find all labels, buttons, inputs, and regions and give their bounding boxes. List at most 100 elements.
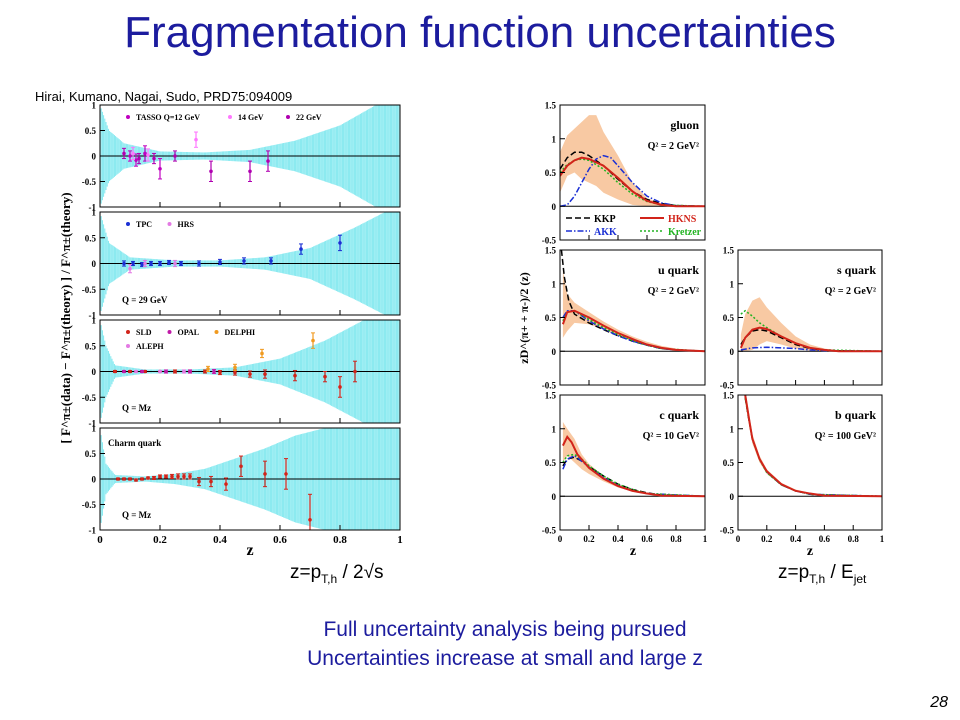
legend-label: Kretzer (668, 227, 702, 238)
data-point (146, 476, 150, 480)
y-tick-label: -0.5 (82, 285, 97, 295)
y-tick-label: 0.5 (545, 458, 557, 468)
data-point (143, 369, 147, 374)
x-tick-label: 0.4 (790, 534, 802, 544)
y-tick-label: 1 (92, 208, 97, 218)
data-point (203, 369, 207, 374)
y-tick-label: 1.5 (545, 391, 557, 401)
y-tick-label: 0 (730, 347, 735, 357)
uncertainty-band (562, 422, 705, 497)
data-point (248, 372, 252, 376)
data-point (149, 261, 153, 266)
x-tick-label: 0.4 (612, 534, 624, 544)
note-line-1: Full uncertainty analysis being pursued (323, 618, 687, 641)
panel-title: s quark (837, 263, 876, 277)
data-point (152, 156, 156, 161)
left-y-axis-label: [ F^π±(data) − F^π±(theory) ] / F^π±(the… (58, 192, 73, 443)
data-point (206, 367, 210, 371)
panel-title: Charm quark (108, 438, 161, 448)
y-tick-label: 0.5 (85, 449, 97, 459)
y-tick-label: 0 (92, 259, 97, 269)
legend-label: TASSO Q=12 GeV (136, 113, 200, 122)
legend-marker (228, 115, 232, 119)
data-point (173, 154, 177, 158)
x-tick-label: 0.6 (273, 534, 287, 546)
data-point (128, 477, 132, 481)
data-point (194, 137, 198, 142)
y-tick-label: 1.5 (545, 246, 557, 256)
curve-hkns (560, 156, 705, 208)
x-tick-label: 0.2 (153, 534, 167, 546)
panel-title: c quark (659, 408, 699, 422)
curve-hkns (744, 395, 882, 498)
x-tick-label: 0.2 (761, 534, 773, 544)
data-point (131, 151, 135, 156)
right-panel-2-plot (560, 250, 705, 353)
legend-marker (286, 115, 290, 119)
panel-q2-label: Q² = 2 GeV² (825, 286, 876, 297)
legend-label: HRS (178, 220, 195, 229)
data-point (179, 261, 183, 266)
data-point (182, 474, 186, 479)
right-x-axis-label-1: z (630, 544, 636, 559)
data-point (140, 369, 144, 374)
right-panel-4-plot (560, 422, 705, 498)
y-tick-label: -0.5 (542, 236, 557, 246)
y-tick-label: 0.5 (85, 341, 97, 351)
data-point (233, 365, 237, 370)
legend-marker (126, 115, 130, 119)
y-tick-label: 0.5 (85, 126, 97, 136)
right-panel-5-plot (738, 395, 882, 498)
y-tick-label: 1 (552, 279, 557, 289)
panel-title: u quark (658, 263, 699, 277)
y-tick-label: 1 (552, 424, 557, 434)
data-point (239, 464, 243, 469)
y-tick-label: 0 (92, 367, 97, 377)
data-point (212, 369, 216, 374)
legend-label: TPC (136, 220, 152, 229)
y-tick-label: 0 (552, 492, 557, 502)
note-line-2: Uncertainties increase at small and larg… (307, 647, 703, 670)
zdef-left-suffix: / 2√s (337, 562, 384, 583)
data-point (338, 241, 342, 245)
legend-label: AKK (594, 227, 617, 238)
y-tick-label: 1 (730, 279, 735, 289)
y-tick-label: -1 (89, 526, 97, 536)
data-point (152, 476, 156, 480)
y-tick-label: 0.5 (545, 313, 557, 323)
legend-marker (126, 344, 130, 348)
x-tick-label: 1 (880, 534, 885, 544)
panel-q2-label: Q² = 2 GeV² (648, 141, 699, 152)
data-point (134, 478, 138, 482)
legend-label: 22 GeV (296, 113, 322, 122)
data-point (143, 261, 147, 266)
data-point (299, 247, 303, 251)
left-panel-4-plot (100, 428, 400, 530)
left-x-axis-label: z (246, 542, 253, 559)
uncertainty-band (745, 395, 882, 497)
data-point (113, 369, 117, 374)
y-tick-label: 0 (92, 475, 97, 485)
y-tick-label: 1.5 (545, 101, 557, 111)
legend-label: 14 GeV (238, 113, 264, 122)
zdef-left-sub: T,h (321, 571, 338, 586)
y-tick-label: 0.5 (85, 233, 97, 243)
data-point (173, 261, 177, 266)
data-point (209, 169, 213, 174)
y-tick-label: -0.5 (542, 526, 557, 536)
data-point (323, 374, 327, 379)
data-point (122, 369, 126, 374)
panel-q-label: Q = 29 GeV (122, 295, 168, 305)
data-point (197, 479, 201, 484)
data-point (128, 369, 132, 374)
curve-kretzer (562, 309, 705, 352)
data-point (308, 518, 312, 522)
curve-hkns (562, 435, 705, 498)
curve-akk (560, 154, 705, 207)
data-point (176, 474, 180, 479)
x-tick-label: 0.8 (670, 534, 682, 544)
z-definition-left: z=pT,h / 2√s (290, 562, 384, 586)
x-tick-label: 0.6 (819, 534, 831, 544)
y-tick-label: -0.5 (720, 526, 735, 536)
data-point (260, 351, 264, 356)
